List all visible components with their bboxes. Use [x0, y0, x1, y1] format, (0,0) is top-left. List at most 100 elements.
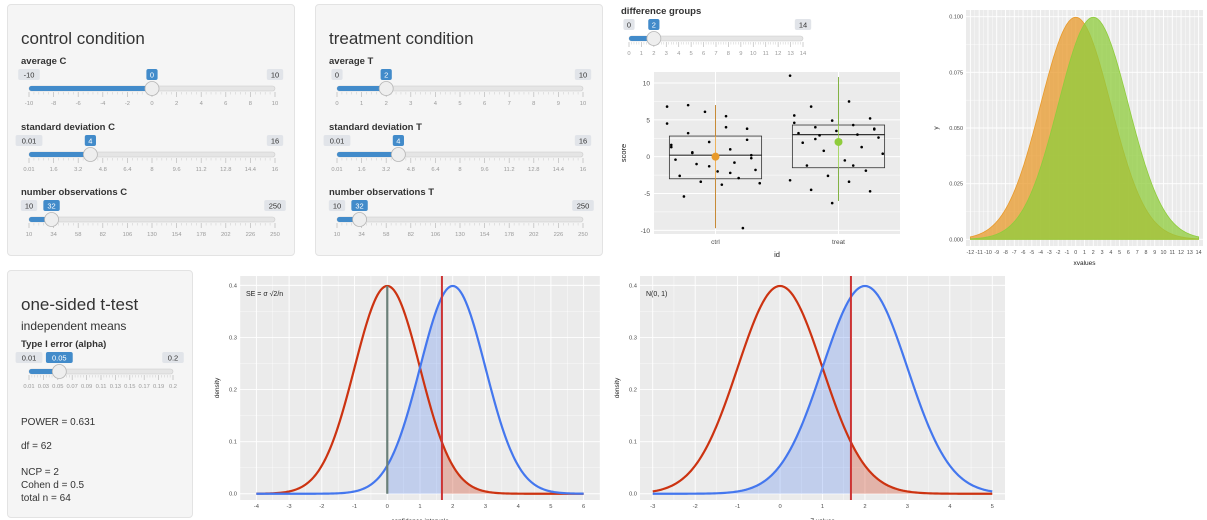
slider-track[interactable] [336, 216, 584, 223]
slider-value-badge: 32 [351, 200, 368, 211]
average-c-slider[interactable]: -10 10 -10 -8 -6 -4 -2 0 2 4 6 8 10 0 [18, 68, 284, 108]
slider-value-badge: 2 [380, 69, 392, 80]
treatment-condition-panel: treatment condition average T 0 10 0 1 2 3 4 5 6… [315, 4, 603, 256]
slider-min-badge: 0.01 [15, 352, 43, 363]
slider-handle[interactable] [352, 212, 367, 227]
slider-tick-label: 13 [787, 51, 793, 57]
h1-curve [652, 284, 993, 495]
x-tick-label: 14 [1196, 250, 1202, 256]
slider-handle[interactable] [378, 81, 394, 96]
data-point [843, 159, 847, 162]
mean-point [834, 137, 843, 146]
y-tick-label: 0.3 [229, 335, 237, 341]
slider-tick-label: 82 [100, 232, 106, 238]
data-point [707, 164, 711, 168]
data-point [864, 169, 868, 172]
slider-tick-label: 250 [270, 232, 280, 238]
slider-tick-label: -2 [125, 101, 130, 107]
slider-min-badge: 10 [328, 200, 346, 211]
data-point [818, 134, 821, 137]
x-tick-label: 3 [906, 504, 909, 510]
data-point [809, 105, 813, 108]
n-c-label: number observations C [21, 187, 128, 198]
slider-value-badge-text: 2 [384, 71, 388, 80]
slider-min-badge-text: 0.01 [330, 137, 345, 146]
slider-tick-label: 11.2 [504, 167, 515, 173]
slider-tick-label: 2 [385, 101, 388, 107]
alpha-slider[interactable]: 0.01 0.2 0.01 0.03 0.05 0.07 0.09 0.11 0.13 0.15 0… [15, 351, 184, 391]
slider-handle[interactable] [390, 147, 406, 162]
data-point [851, 123, 855, 127]
slider-tick-label: 130 [455, 232, 465, 238]
x-tick-label: 4 [1109, 250, 1112, 256]
x-tick-label: 1 [821, 504, 824, 510]
slider-tick-label: 10 [580, 101, 586, 107]
n-t-slider[interactable]: 10 250 10 34 58 82 106 130 154 178 202 226 250 32 [328, 199, 594, 239]
slider-min-badge-text: 0 [627, 21, 631, 30]
data-point [703, 110, 707, 114]
x-tick-label: -3 [1047, 250, 1052, 256]
slider-max-badge-text: 16 [271, 137, 279, 146]
data-point [868, 189, 872, 193]
y-tick-label: 0 [646, 154, 650, 161]
n-c-slider[interactable]: 10 250 10 34 58 82 106 130 154 178 202 226 250 32 [20, 199, 286, 239]
slider-tick-label: 0.07 [67, 384, 78, 390]
slider-tick-label: 154 [172, 232, 182, 238]
slider-tick-label: 130 [147, 232, 157, 238]
slider-tick-label: 82 [408, 232, 414, 238]
y-tick-label: 5 [646, 117, 650, 124]
average-t-slider[interactable]: 0 10 0 1 2 3 4 5 6 7 8 9 10 2 [329, 68, 592, 108]
slider-tick-label: 10 [750, 51, 756, 57]
slider-max-badge: 10 [266, 69, 284, 80]
slider-value-badge: 4 [392, 135, 404, 146]
slider-handle[interactable] [51, 364, 67, 379]
ncp-text: NCP = 2 [21, 467, 59, 478]
slider-min-badge-text: -10 [24, 71, 35, 80]
data-point [686, 131, 690, 135]
data-point [792, 114, 796, 117]
y-tick-label: 0.0 [629, 492, 637, 498]
data-point [720, 183, 724, 186]
slider-tick-label: 34 [50, 232, 57, 238]
slider-max-badge: 0.2 [162, 352, 184, 363]
slider-handle[interactable] [82, 147, 98, 162]
slider-tick-label: -4 [100, 101, 106, 107]
y-tick-label: 0.075 [949, 70, 963, 76]
x-tick-label: 7 [1136, 250, 1139, 256]
slider-tick-label: 0.15 [124, 384, 135, 390]
slider-tick-label: 0 [335, 101, 338, 107]
slider-tick-label: 1 [640, 51, 643, 57]
slider-tick-label: 10 [334, 232, 340, 238]
slider-tick-label: 1.6 [358, 167, 366, 173]
slider-tick-label: 16 [580, 167, 586, 173]
data-point [737, 176, 740, 180]
y-tick-label: 0.2 [629, 388, 637, 394]
slider-tick-label: 12 [775, 51, 781, 57]
slider-tick-label: 8 [249, 101, 252, 107]
difference-groups-slider[interactable]: 0 14 0 1 2 3 4 5 6 7 8 9 10 11 12 13 14 2 [621, 18, 812, 58]
slider-handle[interactable] [44, 212, 59, 227]
slider-handle[interactable] [646, 31, 662, 46]
slider-tick-label: 11 [763, 51, 769, 57]
slider-tick-label: 0.01 [23, 167, 34, 173]
sd-c-slider[interactable]: 0.01 16 0.01 1.6 3.2 4.8 6.4 8 9.6 11.2 12.8 14.4 16… [15, 134, 284, 174]
slider-tick-label: 8 [532, 101, 535, 107]
x-tick-label: -7 [1012, 250, 1017, 256]
slider-tick-label: 8 [727, 51, 730, 57]
x-tick-label: 10 [1161, 250, 1167, 256]
slider-tick-label: 202 [529, 232, 539, 238]
y-tick-label: 0.1 [629, 440, 637, 446]
slider-tick-label: 0.01 [331, 167, 342, 173]
y-tick-label: 0.4 [629, 283, 638, 289]
sd-t-slider[interactable]: 0.01 16 0.01 1.6 3.2 4.8 6.4 8 9.6 11.2 12.8 14.4 16… [323, 134, 592, 174]
slider-track[interactable] [28, 216, 276, 223]
slider-min-badge-text: 0 [335, 71, 339, 80]
slider-tick-label: 12.8 [528, 167, 539, 173]
x-tick-label: -9 [994, 250, 999, 256]
slider-tick-label: 1 [360, 101, 363, 107]
slider-handle[interactable] [144, 81, 160, 96]
slider-tick-label: 6 [224, 101, 227, 107]
slider-min-badge-text: 10 [25, 202, 33, 211]
slider-min-badge: 0.01 [323, 135, 351, 146]
slider-graphic: 0.01 0.20.01 0.03 0.05 0.07 0.09 0.11 0.13 0.15 0… [15, 352, 184, 390]
